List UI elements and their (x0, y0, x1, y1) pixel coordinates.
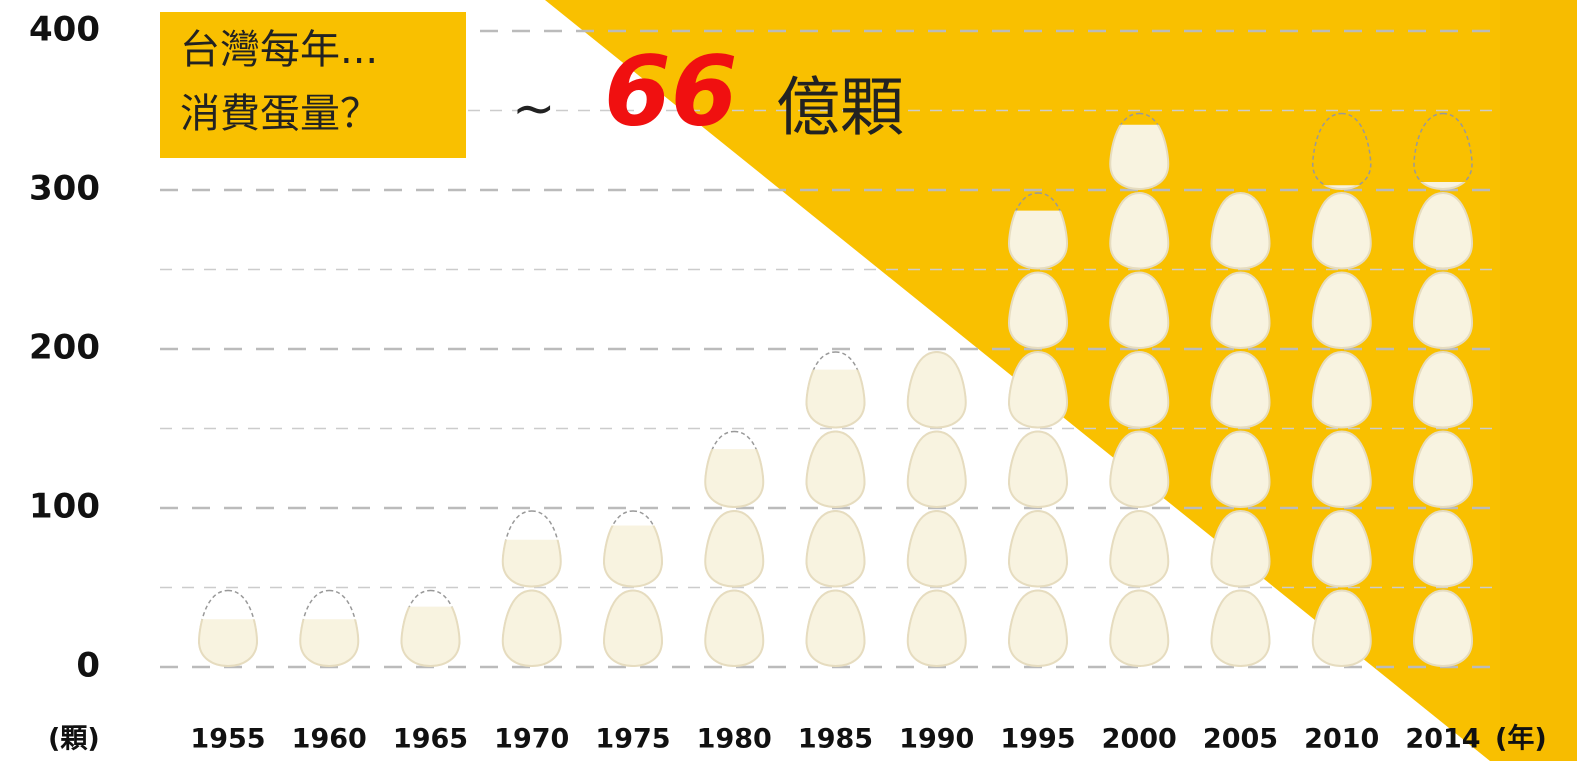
y-tick-label: 0 (76, 646, 100, 686)
x-tick-label: 1960 (292, 724, 367, 755)
annotation-line: 台灣每年... (180, 27, 378, 73)
egg (906, 350, 967, 429)
egg (501, 539, 562, 588)
egg (1210, 271, 1271, 350)
egg (805, 509, 866, 588)
egg (1311, 350, 1372, 429)
egg-stack (1210, 191, 1271, 668)
headline-number: 66 (604, 35, 738, 147)
egg-stack (1412, 112, 1474, 668)
egg-stack (602, 510, 664, 668)
y-tick-label: 300 (29, 169, 100, 209)
egg (906, 430, 967, 509)
x-unit-label: (年) (1495, 723, 1547, 755)
headline-unit: 億顆 (776, 72, 904, 146)
egg (602, 525, 664, 588)
egg (1311, 191, 1372, 270)
egg (1007, 589, 1069, 668)
egg (1210, 430, 1271, 509)
egg (1210, 350, 1271, 429)
egg (400, 606, 461, 668)
egg-stack (805, 351, 866, 668)
egg (704, 589, 765, 668)
egg (1412, 509, 1474, 588)
x-tick-label: 1990 (899, 724, 974, 755)
egg (805, 430, 866, 509)
egg (1210, 589, 1271, 668)
egg (1007, 350, 1069, 429)
egg (1007, 430, 1069, 509)
egg (1109, 124, 1170, 191)
egg (1311, 430, 1372, 509)
egg (1007, 210, 1069, 270)
x-tick-label: 1965 (393, 724, 468, 755)
egg (805, 589, 866, 668)
egg-stack (704, 430, 765, 668)
egg (1007, 509, 1069, 588)
y-tick-label: 100 (29, 487, 100, 527)
egg (805, 369, 866, 429)
egg (1109, 350, 1170, 429)
egg (197, 619, 259, 668)
egg (704, 449, 765, 509)
y-tick-label: 200 (29, 328, 100, 368)
egg (299, 619, 360, 668)
egg (1420, 182, 1466, 191)
y-tick-label: 400 (29, 10, 100, 50)
x-tick-label: 2000 (1102, 724, 1177, 755)
x-tick-label: 1955 (190, 724, 265, 755)
headline-prefix: ~ (512, 79, 556, 139)
egg (1311, 271, 1372, 350)
egg (1311, 509, 1372, 588)
egg (501, 589, 562, 668)
egg (1109, 191, 1170, 270)
x-tick-label: 1985 (798, 724, 873, 755)
egg (1412, 589, 1474, 668)
egg-stack (1109, 112, 1170, 668)
egg-stack (400, 589, 461, 668)
egg-stack (299, 589, 360, 668)
y-unit-label: (顆) (48, 724, 100, 755)
egg (1109, 589, 1170, 668)
egg-stack (1311, 112, 1372, 668)
egg (906, 509, 967, 588)
egg (1109, 430, 1170, 509)
x-tick-label: 1975 (595, 724, 670, 755)
annotation-box (160, 12, 466, 158)
x-tick-label: 2014 (1405, 724, 1480, 755)
egg (1311, 589, 1372, 668)
eggs (197, 112, 1474, 668)
egg-stack (197, 589, 259, 668)
egg (704, 509, 765, 588)
egg (1210, 509, 1271, 588)
egg (1109, 271, 1170, 350)
egg-stack (1007, 192, 1069, 668)
right-strip (1500, 0, 1577, 761)
egg (1412, 191, 1474, 270)
egg (1412, 430, 1474, 509)
egg-stack (501, 510, 562, 668)
egg (1007, 271, 1069, 350)
egg (1323, 185, 1361, 191)
x-tick-label: 1995 (1000, 724, 1075, 755)
egg (1210, 191, 1271, 270)
annotation-line: 消費蛋量？ (180, 91, 380, 137)
egg-stack (906, 350, 967, 668)
egg (1412, 271, 1474, 350)
x-tick-label: 2005 (1203, 724, 1278, 755)
egg (1109, 509, 1170, 588)
x-tick-label: 2010 (1304, 724, 1379, 755)
x-tick-label: 1970 (494, 724, 569, 755)
egg (602, 589, 664, 668)
egg (1412, 350, 1474, 429)
egg (906, 589, 967, 668)
x-tick-label: 1980 (697, 724, 772, 755)
